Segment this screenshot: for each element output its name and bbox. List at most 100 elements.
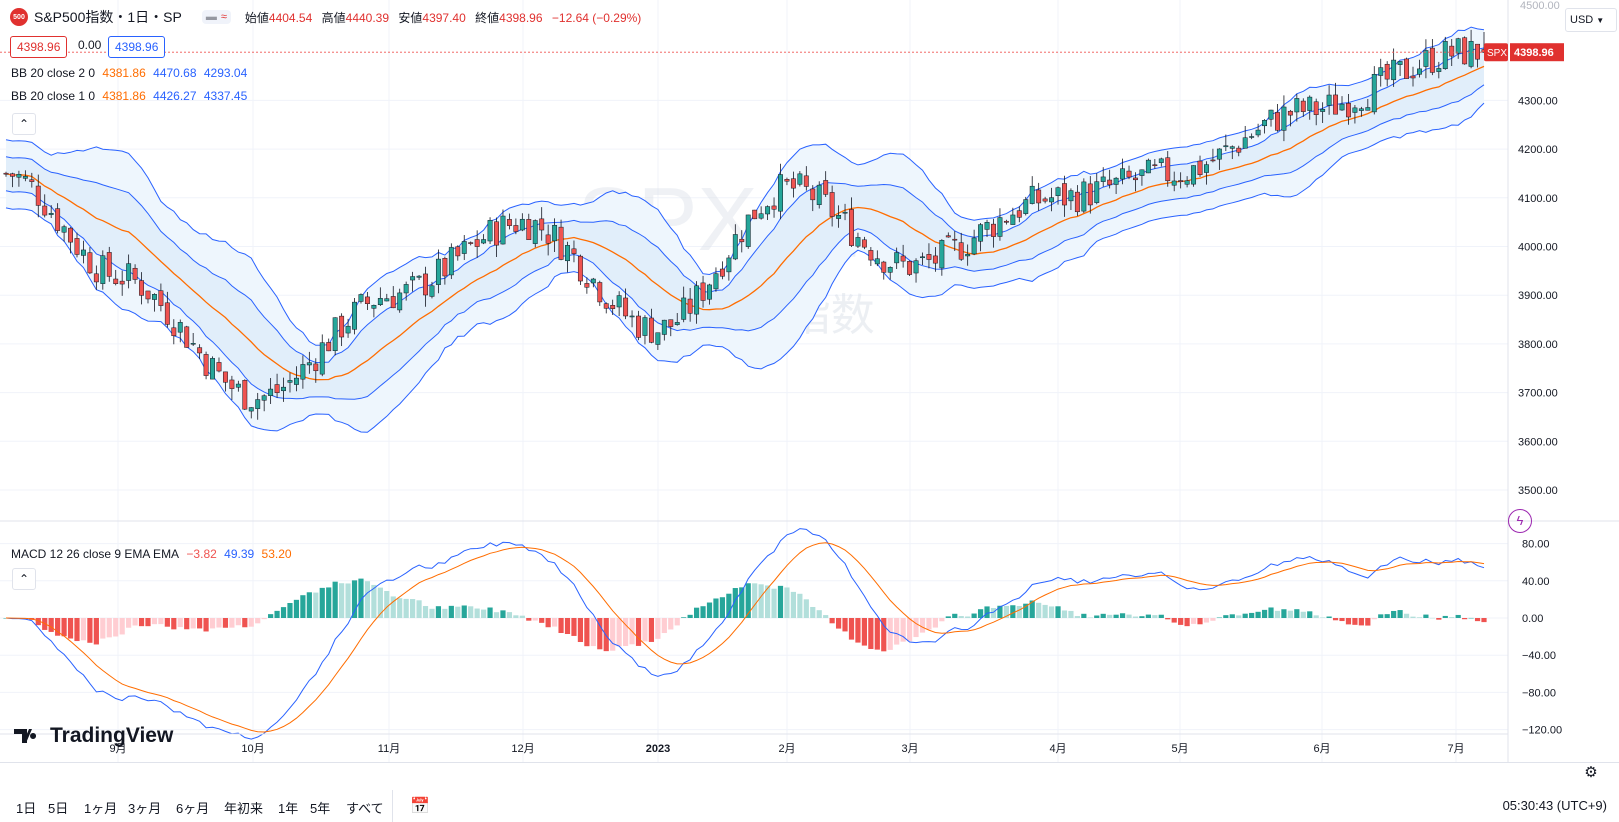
macd-histogram-bar [1158, 614, 1164, 618]
macd-histogram-bar [1294, 609, 1300, 618]
range-1y[interactable]: 1年 [278, 801, 299, 816]
candle-body [151, 294, 157, 300]
lightning-icon[interactable]: ϟ [1508, 509, 1532, 533]
buy-price-box[interactable]: 4398.96 [108, 36, 166, 58]
candle-body [1384, 63, 1390, 80]
macd-histogram-bar [138, 618, 145, 627]
candle-body [616, 295, 622, 308]
sell-price-box[interactable]: 4398.96 [10, 36, 68, 58]
macd-histogram-bar [1132, 616, 1139, 618]
candle-body [958, 242, 964, 260]
high-value: 4440.39 [345, 10, 390, 25]
macd-legend[interactable]: MACD 12 26 close 9 EMA EMA −3.82 49.39 5… [11, 547, 296, 561]
candle-body [1358, 108, 1364, 111]
macd-histogram-bar [1023, 603, 1029, 618]
macd-histogram-bar [1210, 618, 1216, 621]
macd-histogram-bar [377, 587, 383, 618]
macd-histogram-bar [1423, 614, 1429, 618]
candle-body [203, 354, 209, 376]
macd-histogram-bar [726, 593, 732, 618]
range-5y[interactable]: 5年 [310, 801, 331, 816]
range-ytd[interactable]: 年初来 [224, 801, 264, 816]
macd-histogram-bar [1152, 615, 1158, 618]
candle-body [545, 234, 551, 244]
collapse-legend-button[interactable]: ⌃ [12, 113, 36, 135]
candle-body [1294, 98, 1300, 113]
macd-histogram-bar [1048, 606, 1055, 618]
goto-date-icon[interactable]: 📅 [410, 798, 430, 815]
candle-body [1236, 147, 1242, 153]
currency-selector[interactable]: USD ▼ [1565, 8, 1617, 32]
candle-body [532, 220, 538, 244]
macd-histogram-bar [1255, 611, 1261, 618]
ohlc-values: 始値4404.54 高値4440.39 安値4397.40 終値4398.96 … [245, 9, 647, 26]
macd-histogram-bar [422, 606, 429, 618]
macd-histogram-bar [513, 615, 519, 618]
macd-histogram-bar [468, 606, 474, 618]
macd-collapse-button[interactable]: ⌃ [12, 568, 36, 590]
macd-histogram-bar [810, 606, 816, 618]
candle-body [1210, 159, 1216, 162]
candle-body [1442, 41, 1448, 70]
candle-body [590, 278, 596, 284]
macd-histogram-bar [119, 618, 125, 635]
candle-body [35, 185, 41, 206]
macd-histogram-bar [739, 587, 745, 618]
candle-body [68, 227, 73, 243]
candle-body [552, 225, 558, 242]
macd-histogram-bar [1365, 618, 1371, 626]
close-label: 終値 [475, 10, 500, 25]
candle-body [429, 285, 435, 297]
macd-histogram-bar [687, 614, 693, 618]
candle-body [1107, 179, 1113, 186]
macd-histogram-bar [939, 618, 945, 622]
candle-body [1145, 159, 1151, 174]
candle-body [1029, 185, 1035, 204]
symbol-title[interactable]: S&P500指数・1日・SP [34, 9, 182, 25]
range-5d[interactable]: 5日 [48, 801, 69, 816]
macd-histogram-bar [351, 580, 358, 618]
bb2-upper-line [5, 26, 1485, 346]
price-label: 3800.00 [1518, 339, 1558, 351]
macd-histogram-bar [177, 618, 183, 628]
bb2-legend[interactable]: BB 20 close 2 0 4381.86 4470.68 4293.04 [11, 66, 251, 80]
macd-histogram-bar [1016, 605, 1022, 618]
candle-body [455, 246, 461, 257]
candle-body [435, 258, 441, 285]
macd-histogram-bar [1429, 617, 1435, 619]
candle-body [358, 294, 364, 302]
candle-body [558, 226, 564, 260]
candle-body [668, 319, 674, 327]
macd-histogram-bar [1223, 615, 1229, 618]
macd-histogram-bar [610, 618, 616, 651]
bar-mode-icon[interactable]: ▬ [205, 11, 217, 23]
macd-axis-label: 0.00 [1522, 613, 1543, 625]
candle-body [1378, 67, 1384, 76]
macd-histogram-bar [1416, 617, 1423, 618]
macd-histogram-bar [261, 618, 267, 620]
settings-gear-icon[interactable]: ⚙ [1584, 764, 1598, 781]
range-all[interactable]: すべて [346, 801, 384, 816]
candle-body [1417, 68, 1422, 75]
candle-body [849, 209, 854, 246]
macd-histogram-bar [229, 618, 235, 628]
macd-histogram-bar [435, 606, 442, 618]
tradingview-logo[interactable]: TradingView [12, 724, 173, 748]
macd-histogram-bar [1332, 618, 1339, 621]
candle-body [526, 219, 532, 240]
macd-histogram-bar [913, 618, 919, 638]
bb1-legend[interactable]: BB 20 close 1 0 4381.86 4426.27 4337.45 [11, 89, 251, 103]
clock[interactable]: 05:30:43 (UTC+9) [1502, 798, 1607, 813]
range-1d[interactable]: 1日 [16, 801, 37, 816]
approx-mode-icon[interactable]: ≈ [220, 11, 227, 23]
display-toggle[interactable]: ▬ ≈ [201, 10, 231, 24]
range-1m[interactable]: 1ヶ月 [84, 801, 118, 816]
candle-body [1249, 136, 1255, 138]
candle-body [248, 407, 254, 412]
candle-body [513, 225, 519, 232]
range-6m[interactable]: 6ヶ月 [176, 801, 210, 816]
range-3m[interactable]: 3ヶ月 [128, 801, 162, 816]
macd-histogram-bar [1474, 618, 1481, 622]
